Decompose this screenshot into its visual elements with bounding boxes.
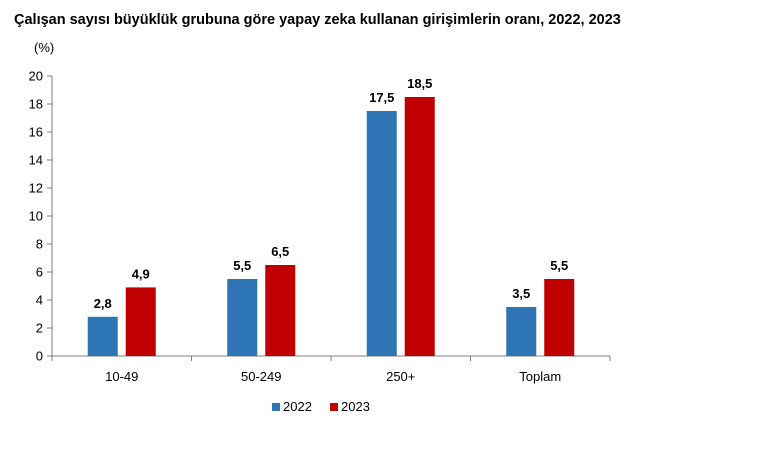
data-label: 5,5 [550, 258, 568, 273]
data-label: 18,5 [407, 76, 432, 91]
bar-2023-Toplam [544, 279, 575, 356]
bar-2022-10-49 [87, 316, 118, 356]
y-tick-label: 18 [29, 97, 43, 112]
data-label: 5,5 [233, 258, 251, 273]
y-tick-label: 16 [29, 125, 43, 140]
y-tick-label: 2 [36, 321, 43, 336]
bar-2023-250+ [404, 97, 435, 356]
x-axis: 10-49 50-249 250+ Toplam [51, 355, 611, 384]
y-unit-label: (%) [34, 40, 54, 55]
y-axis: 0 2 4 6 8 10 12 14 16 18 20 [29, 69, 53, 364]
y-tick-label: 0 [36, 349, 43, 364]
legend: 2022 2023 [272, 399, 370, 414]
legend-swatch-2023 [330, 403, 338, 411]
bar-2022-Toplam [506, 307, 537, 356]
x-tick-label: 50-249 [241, 369, 281, 384]
y-tick-label: 4 [36, 293, 43, 308]
bars [87, 97, 575, 356]
y-tick-label: 10 [29, 209, 43, 224]
bar-2022-250+ [366, 111, 397, 356]
legend-label-2022: 2022 [283, 399, 312, 414]
data-label: 3,5 [512, 286, 530, 301]
y-tick-label: 12 [29, 181, 43, 196]
y-tick-label: 6 [36, 265, 43, 280]
data-label: 6,5 [271, 244, 289, 259]
bar-2022-50-249 [227, 279, 258, 356]
data-label: 17,5 [369, 90, 394, 105]
legend-label-2023: 2023 [341, 399, 370, 414]
x-tick-label: Toplam [519, 369, 561, 384]
legend-swatch-2022 [272, 403, 280, 411]
y-tick-label: 8 [36, 237, 43, 252]
y-tick-label: 14 [29, 153, 43, 168]
y-tick-label: 20 [29, 69, 43, 84]
data-labels: 2,8 4,9 5,5 6,5 17,5 18,5 3,5 5,5 [94, 76, 569, 311]
x-tick-label: 10-49 [105, 369, 138, 384]
data-label: 4,9 [132, 266, 150, 281]
x-tick-label: 250+ [386, 369, 415, 384]
bar-2023-10-49 [125, 287, 156, 356]
bar-2023-50-249 [265, 265, 296, 356]
data-label: 2,8 [94, 296, 112, 311]
chart-title: Çalışan sayısı büyüklük grubuna göre yap… [14, 12, 621, 28]
